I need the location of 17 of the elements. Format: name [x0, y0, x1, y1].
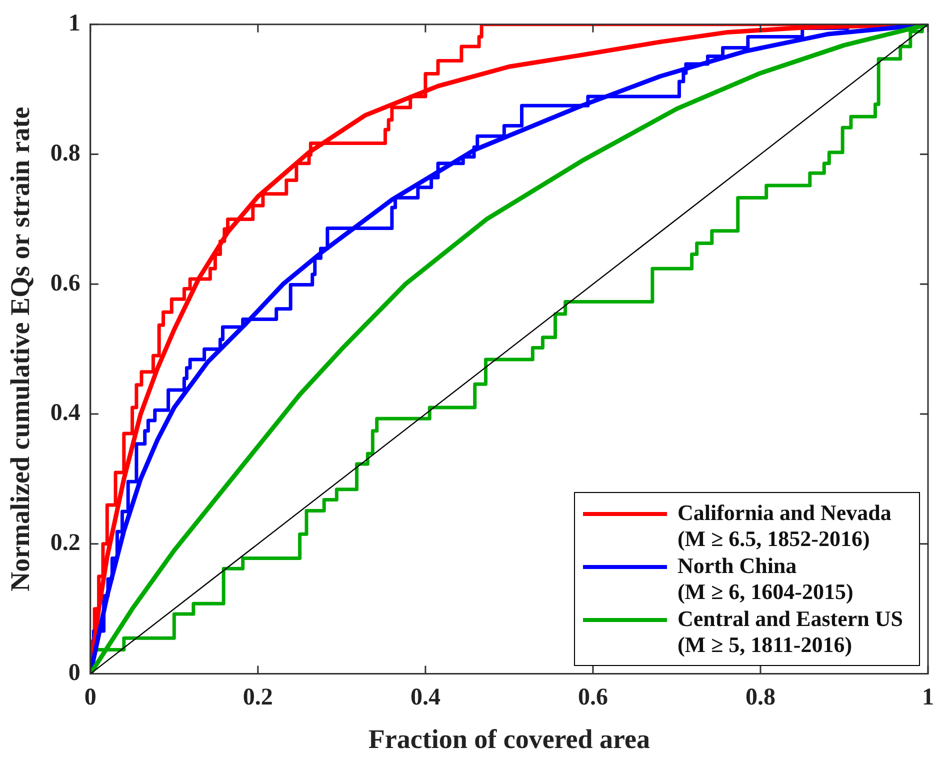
y-tick-label: 1: [68, 10, 80, 37]
x-tick-label: 0.4: [410, 684, 440, 710]
x-tick-label: 0: [84, 684, 96, 710]
x-axis-title: Fraction of covered area: [368, 724, 651, 754]
legend-label: North China (M ≥ 6, 1604-2015): [677, 552, 854, 605]
y-tick-label: 0.4: [50, 400, 80, 426]
x-tick-label: 0.2: [242, 684, 273, 710]
x-tick-label: 1: [922, 684, 934, 710]
x-tick-label: 0.8: [745, 684, 776, 710]
y-tick-label: 0.8: [50, 140, 80, 166]
y-axis-title: Normalized cumulative EQs or strain rate: [5, 106, 36, 592]
legend-label: Central and Eastern US (M ≥ 5, 1811-2016): [677, 606, 903, 658]
legend-label: California and Nevada (M ≥ 6.5, 1852-2016): [677, 500, 892, 552]
y-tick-label: 0: [68, 660, 80, 686]
y-tick-label: 0.6: [50, 270, 80, 296]
y-tick-label: 0.2: [50, 530, 80, 556]
x-tick-label: 0.6: [578, 684, 608, 710]
